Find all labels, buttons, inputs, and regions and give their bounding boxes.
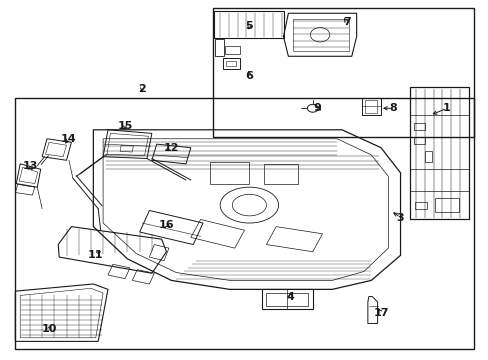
Text: 4: 4	[286, 292, 294, 302]
Text: 16: 16	[158, 220, 174, 230]
Bar	[212, 8, 473, 137]
Text: 17: 17	[372, 308, 388, 318]
Text: 14: 14	[61, 134, 77, 144]
Text: 13: 13	[22, 161, 38, 171]
Text: 2: 2	[138, 84, 146, 94]
Text: 8: 8	[388, 103, 396, 113]
Text: 12: 12	[163, 143, 179, 153]
Text: 1: 1	[442, 103, 450, 113]
Text: 9: 9	[313, 103, 321, 113]
Text: 7: 7	[342, 17, 350, 27]
Text: 11: 11	[88, 250, 103, 260]
Text: 3: 3	[396, 213, 404, 222]
Text: 5: 5	[245, 21, 253, 31]
Bar	[15, 98, 473, 348]
Text: 10: 10	[41, 324, 57, 334]
Text: 15: 15	[117, 121, 132, 131]
Text: 6: 6	[245, 71, 253, 81]
